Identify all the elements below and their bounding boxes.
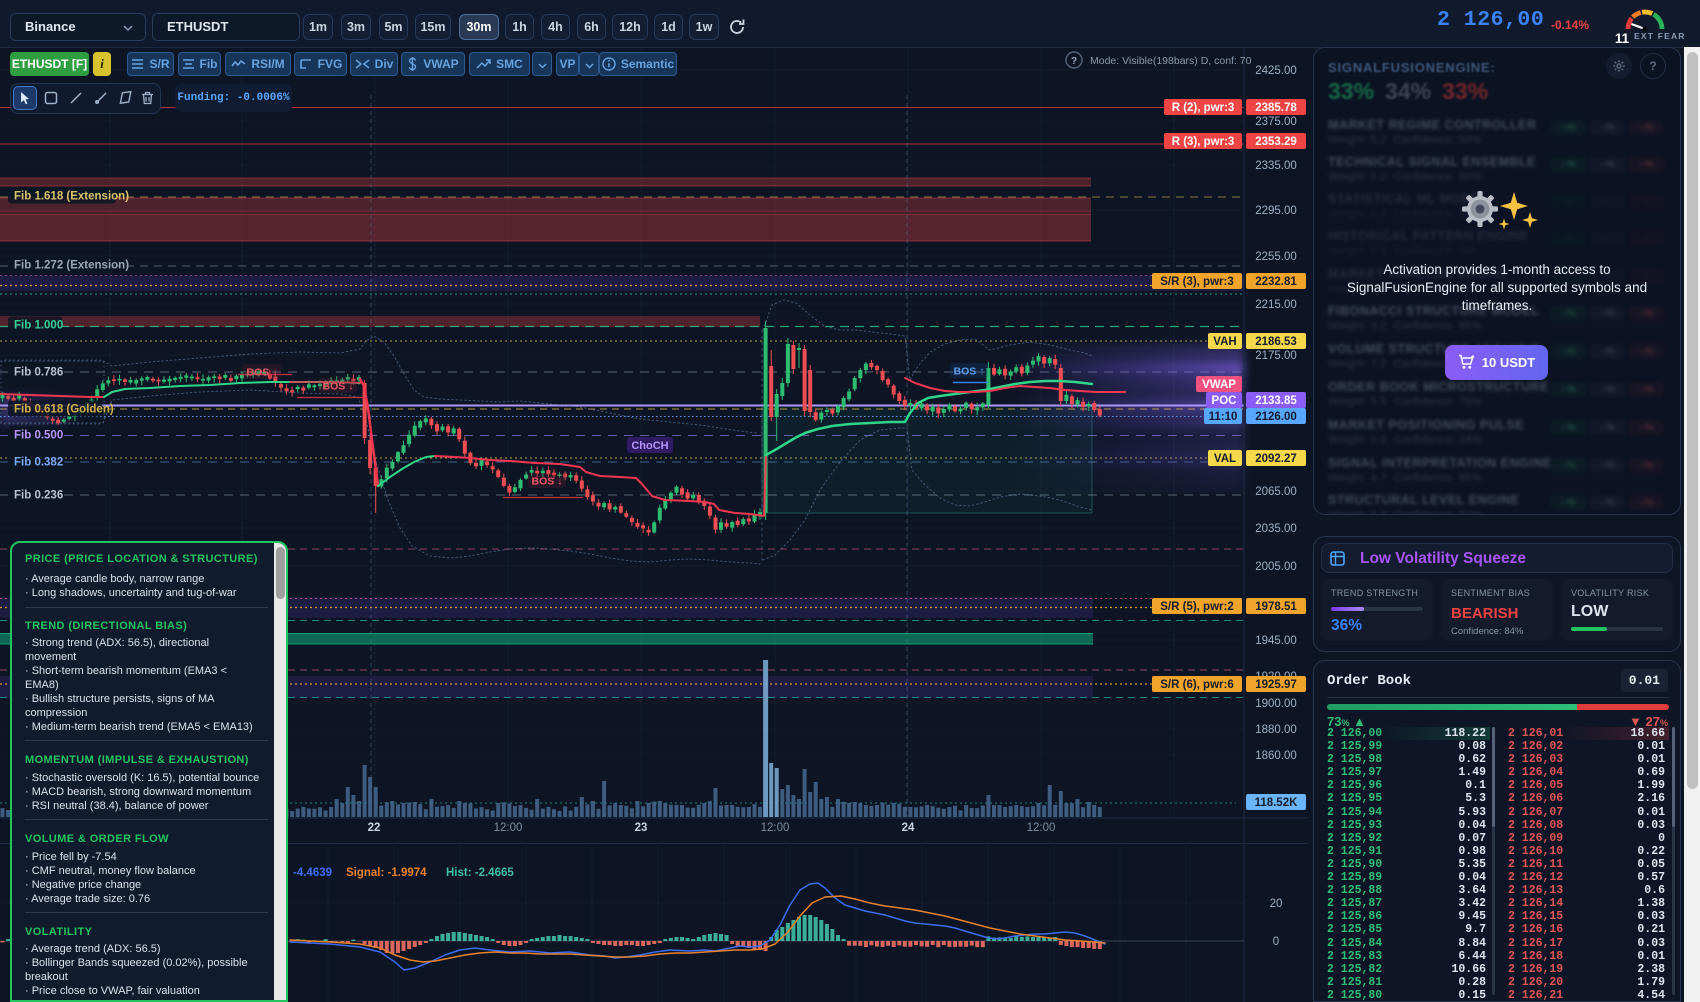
svg-text:1978.51: 1978.51 [1255,601,1297,613]
svg-text:VWAP: VWAP [1202,379,1236,391]
svg-text:Fib 0.500: Fib 0.500 [14,430,63,442]
svg-text:-4.4639: -4.4639 [293,867,332,879]
svg-text:BOS ↓: BOS ↓ [532,476,563,488]
svg-text:2215.00: 2215.00 [1255,299,1297,311]
svg-text:2375.00: 2375.00 [1255,116,1297,128]
svg-text:Hist: -2.4665: Hist: -2.4665 [446,867,514,879]
svg-text:1880.00: 1880.00 [1255,724,1297,736]
svg-text:VAH: VAH [1213,336,1236,348]
svg-text:20: 20 [1270,898,1283,910]
svg-text:2295.00: 2295.00 [1255,205,1297,217]
svg-text:2065.00: 2065.00 [1255,486,1297,498]
svg-text:2232.81: 2232.81 [1255,276,1297,288]
svg-text:Mode: Visible(198bars) D, conf: Mode: Visible(198bars) D, conf: 70 [1090,55,1252,67]
svg-text:118.52K: 118.52K [1255,797,1299,809]
svg-text:Fib 0.618 (Golden): Fib 0.618 (Golden) [14,404,114,416]
svg-text:2385.78: 2385.78 [1255,102,1297,114]
svg-text:12:00: 12:00 [1027,822,1056,834]
svg-text:2425.00: 2425.00 [1255,65,1297,77]
svg-text:2175.00: 2175.00 [1255,350,1297,362]
svg-text:2133.85: 2133.85 [1255,395,1297,407]
svg-text:S/R (5), pwr:2: S/R (5), pwr:2 [1160,601,1233,613]
svg-text:2255.00: 2255.00 [1255,251,1297,263]
svg-text:?: ? [1071,56,1077,67]
svg-text:2353.29: 2353.29 [1255,136,1297,148]
svg-text:2186.53: 2186.53 [1255,336,1297,348]
svg-text:BOS ↓: BOS ↓ [323,381,354,393]
svg-text:2005.00: 2005.00 [1255,561,1297,573]
svg-text:Fib 0.382: Fib 0.382 [14,457,63,469]
svg-text:1945.00: 1945.00 [1255,635,1297,647]
svg-text:23: 23 [635,822,648,834]
svg-text:2092.27: 2092.27 [1255,453,1297,465]
svg-text:BOS ↓: BOS ↓ [247,367,278,379]
svg-text:2335.00: 2335.00 [1255,160,1297,172]
svg-text:1900.00: 1900.00 [1255,698,1297,710]
svg-text:1925.97: 1925.97 [1255,679,1297,691]
svg-text:11:10: 11:10 [1209,411,1238,423]
svg-text:ChoCH: ChoCH [631,440,668,452]
svg-text:R (2), pwr:3: R (2), pwr:3 [1172,102,1235,114]
svg-text:VAL: VAL [1214,453,1236,465]
svg-text:24: 24 [902,822,915,834]
svg-text:R (3), pwr:3: R (3), pwr:3 [1172,136,1235,148]
svg-text:Fib 0.786: Fib 0.786 [14,367,63,379]
svg-text:Fib 1.000: Fib 1.000 [14,320,63,332]
svg-text:S/R (3), pwr:3: S/R (3), pwr:3 [1160,276,1233,288]
svg-text:2126.00: 2126.00 [1255,411,1297,423]
svg-text:POC: POC [1212,395,1237,407]
svg-text:S/R (6), pwr:6: S/R (6), pwr:6 [1160,679,1233,691]
svg-text:22: 22 [368,822,381,834]
svg-text:2035.00: 2035.00 [1255,523,1297,535]
svg-text:Fib 1.272 (Extension): Fib 1.272 (Extension) [14,260,129,272]
svg-text:Fib 0.236: Fib 0.236 [14,490,63,502]
svg-text:12:00: 12:00 [761,822,790,834]
svg-text:BOS ↑: BOS ↑ [954,366,985,378]
svg-text:12:00: 12:00 [494,822,523,834]
svg-text:0: 0 [1273,936,1279,948]
svg-text:1860.00: 1860.00 [1255,750,1297,762]
svg-text:Signal: -1.9974: Signal: -1.9974 [346,867,427,879]
svg-text:Fib 1.618 (Extension): Fib 1.618 (Extension) [14,191,129,203]
